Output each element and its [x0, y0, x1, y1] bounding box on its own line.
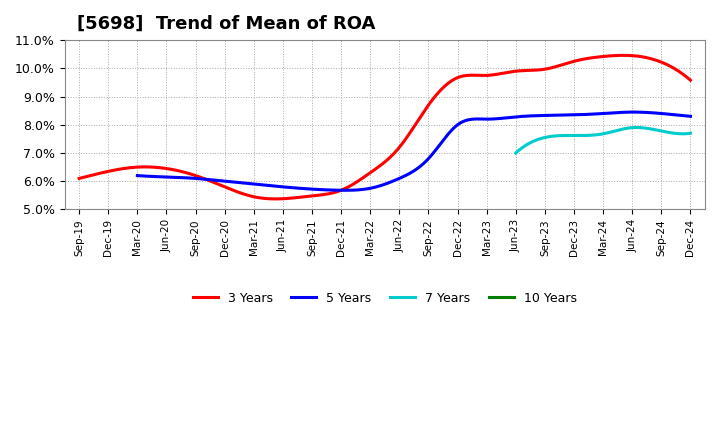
5 Years — [341, 187, 349, 193]
3 Years — [633, 54, 642, 59]
5 Years — [601, 111, 610, 116]
Text: [5698]  Trend of Mean of ROA: [5698] Trend of Mean of ROA — [78, 15, 376, 33]
5 Years — [638, 110, 647, 115]
7 Years — [632, 125, 641, 130]
5 Years — [464, 117, 473, 122]
5 Years — [474, 116, 482, 121]
7 Years — [616, 127, 624, 132]
5 Years — [133, 173, 142, 178]
7 Years — [618, 126, 627, 132]
3 Years — [441, 83, 449, 88]
Line: 5 Years: 5 Years — [138, 112, 690, 190]
Line: 3 Years: 3 Years — [79, 55, 690, 199]
5 Years — [462, 117, 471, 123]
7 Years — [512, 150, 521, 155]
7 Years — [615, 127, 624, 132]
3 Years — [618, 53, 627, 58]
3 Years — [686, 77, 695, 83]
3 Years — [271, 196, 280, 202]
7 Years — [511, 150, 520, 156]
7 Years — [670, 131, 679, 136]
3 Years — [75, 176, 84, 181]
3 Years — [592, 55, 600, 60]
Line: 7 Years: 7 Years — [516, 128, 690, 153]
5 Years — [686, 114, 695, 119]
5 Years — [629, 110, 637, 115]
Legend: 3 Years, 5 Years, 7 Years, 10 Years: 3 Years, 5 Years, 7 Years, 10 Years — [187, 287, 582, 310]
3 Years — [438, 85, 447, 90]
7 Years — [686, 131, 695, 136]
5 Years — [135, 173, 143, 178]
3 Years — [451, 76, 459, 81]
7 Years — [660, 129, 668, 134]
3 Years — [77, 175, 86, 180]
